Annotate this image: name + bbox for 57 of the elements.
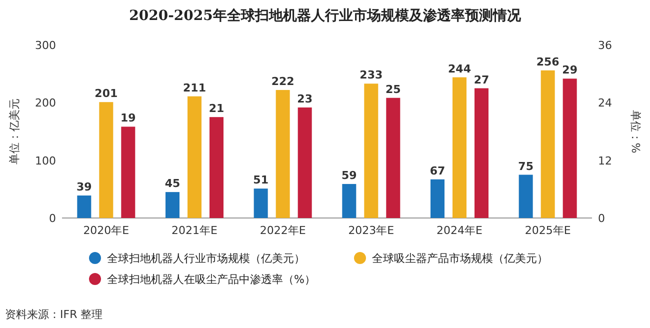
bar [210, 117, 224, 218]
y-axis-title: 单位：亿美元 [8, 98, 21, 164]
data-label: 29 [562, 64, 578, 77]
y2-axis-title: 单位：% [629, 110, 642, 154]
y-tick-label: 100 [35, 154, 56, 168]
bar [518, 174, 533, 218]
bar [121, 126, 136, 218]
bar [298, 107, 312, 218]
x-tick-label: 2021年E [172, 224, 218, 237]
bar [342, 184, 356, 218]
data-label: 256 [536, 55, 560, 68]
data-label: 67 [430, 164, 446, 178]
x-tick-label: 2025年E [524, 224, 571, 237]
data-label: 45 [164, 177, 180, 190]
y2-tick-label: 0 [598, 212, 605, 225]
data-label: 201 [94, 87, 118, 100]
data-label: 51 [253, 174, 268, 187]
bar [364, 84, 378, 218]
y2-tick-label: 24 [598, 96, 612, 110]
bar [540, 70, 555, 218]
bar [77, 196, 92, 218]
x-tick-label: 2022年E [260, 224, 306, 237]
data-label: 27 [474, 73, 490, 86]
y-tick-label: 0 [49, 212, 56, 225]
data-label: 244 [448, 62, 472, 76]
data-label: 222 [271, 74, 294, 88]
bar [430, 179, 444, 218]
y2-tick-label: 36 [598, 39, 612, 52]
data-label: 25 [386, 82, 401, 96]
text: 资料来源：IFR 整理 [5, 308, 103, 321]
bar [474, 88, 488, 218]
bar [254, 188, 268, 218]
data-label: 39 [76, 180, 92, 194]
data-label: 19 [120, 112, 136, 125]
y-tick-label: 300 [35, 39, 56, 52]
legend-label: 全球扫地机器人在吸尘产品中渗透率（%） [107, 273, 316, 286]
chart-title: 2020-2025年全球扫地机器人行业市场规模及渗透率预测情况 [129, 7, 522, 24]
bar [562, 78, 577, 218]
data-label: 21 [208, 102, 224, 116]
y-tick-label: 200 [35, 96, 56, 110]
data-label: 59 [342, 168, 357, 182]
data-label: 23 [297, 92, 312, 106]
x-tick-label: 2024年E [436, 224, 483, 237]
bar [452, 77, 466, 218]
y2-tick-label: 12 [598, 154, 612, 168]
legend-label: 全球吸尘器产品市场规模（亿美元） [372, 252, 548, 265]
data-label: 75 [518, 160, 534, 173]
bar [276, 90, 290, 218]
x-tick-label: 2020年E [83, 224, 130, 237]
legend-label: 全球扫地机器人行业市场规模（亿美元） [107, 252, 305, 265]
data-label: 233 [360, 68, 383, 82]
bar [386, 98, 400, 218]
bar [188, 96, 202, 218]
x-tick-label: 2023年E [348, 224, 394, 237]
data-label: 211 [183, 81, 206, 94]
bar [166, 192, 180, 218]
bar [99, 102, 114, 218]
